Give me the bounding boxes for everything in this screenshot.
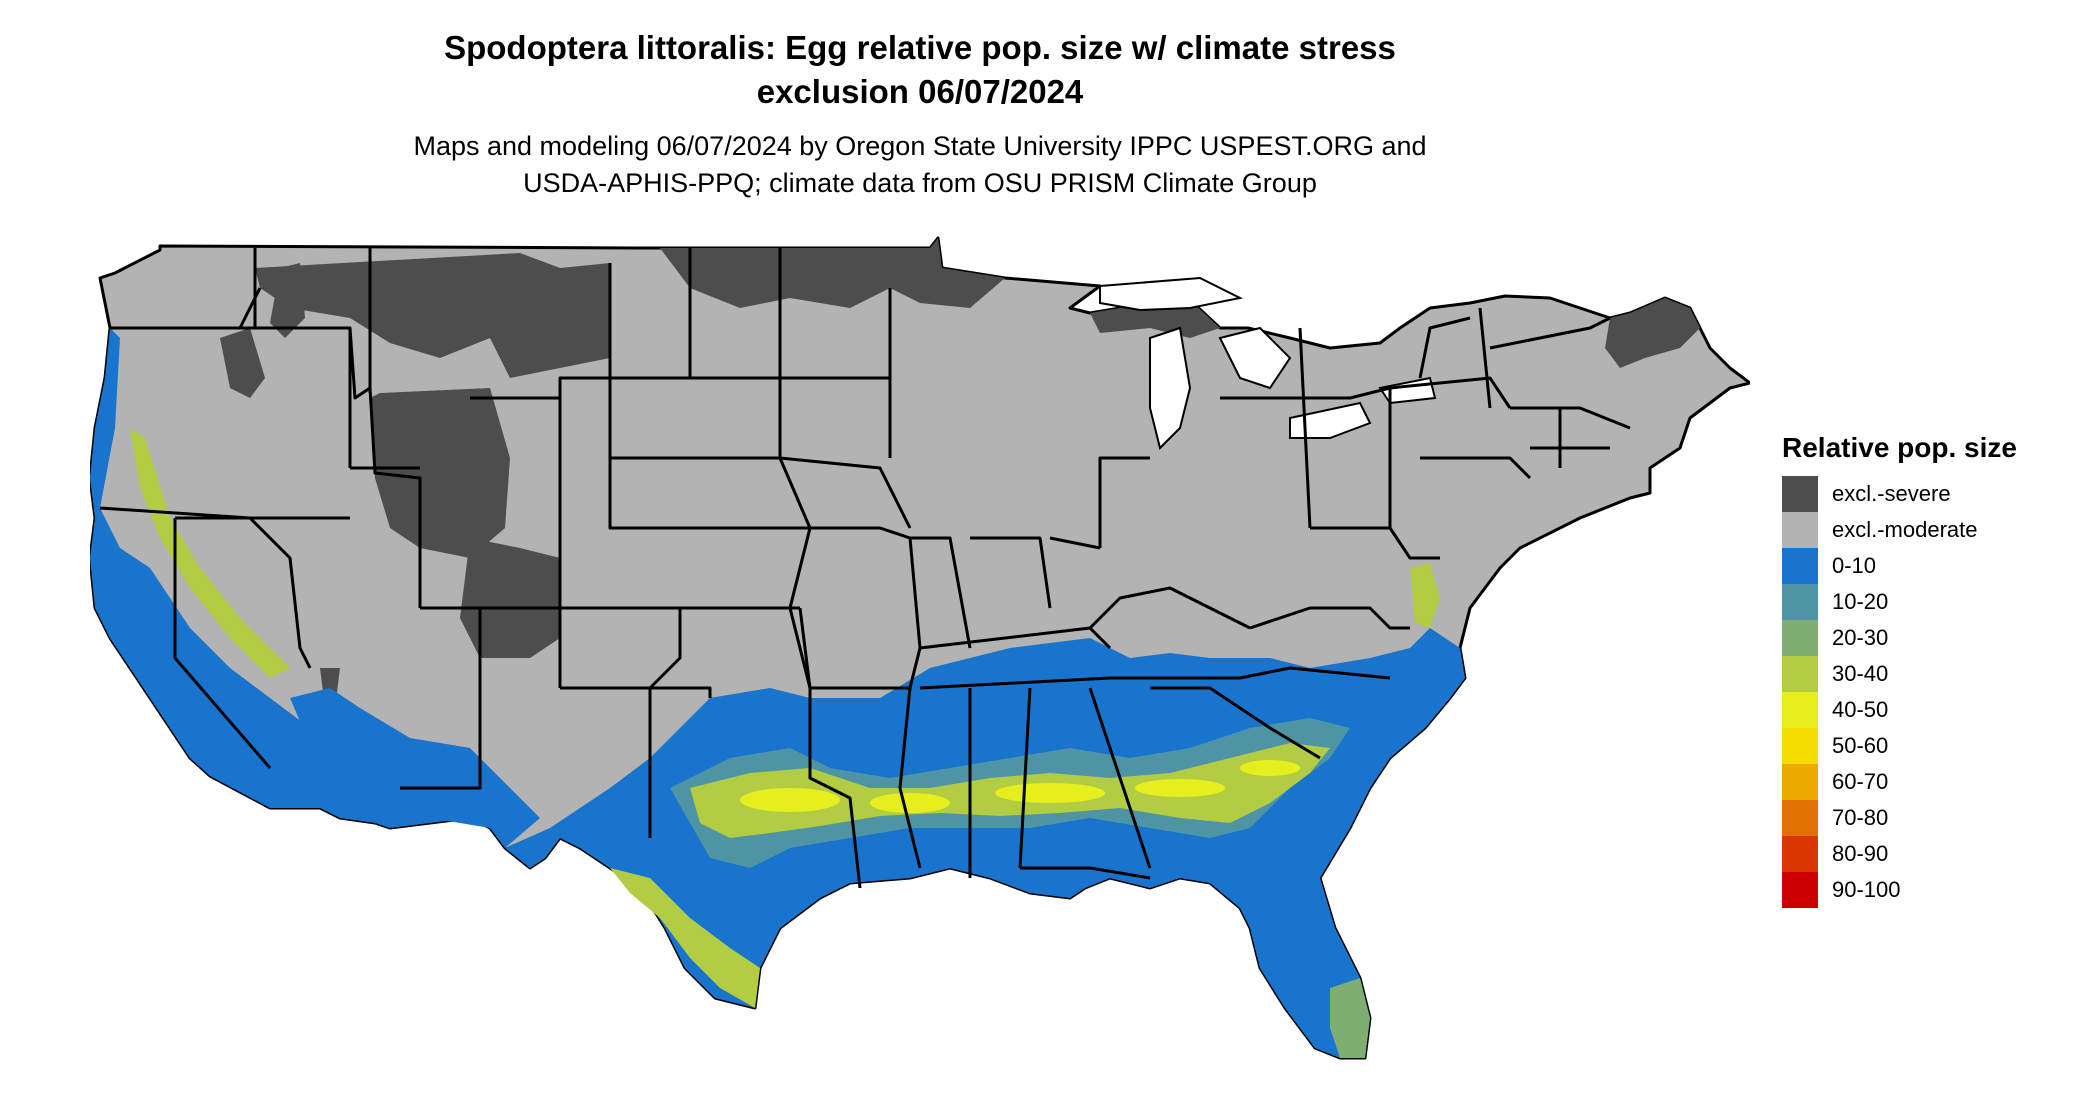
legend-label: excl.-moderate: [1832, 517, 1978, 542]
legend-swatch: [1782, 800, 1818, 836]
legend: Relative pop. size excl.-severe excl.-mod…: [1782, 432, 2017, 908]
region-southwest-0-10: [290, 688, 540, 848]
legend-label: 50-60: [1832, 733, 1889, 758]
region-gulf-30-40: [610, 868, 760, 1008]
subtitle-line-1: Maps and modeling 06/07/2024 by Oregon S…: [413, 131, 1427, 161]
map-title: Spodoptera littoralis: Egg relative pop.…: [0, 26, 1840, 114]
region-delmarva-30-40: [1410, 563, 1440, 628]
title-line-2: exclusion 06/07/2024: [756, 73, 1084, 110]
legend-swatch: [1782, 872, 1818, 908]
subtitle-line-2: USDA-APHIS-PPQ; climate data from OSU PR…: [523, 168, 1317, 198]
region-florida-20-30: [1330, 978, 1370, 1058]
legend-label: 80-90: [1832, 841, 1889, 866]
title-line-1: Spodoptera littoralis: Egg relative pop.…: [444, 29, 1396, 66]
legend-item: 20-30: [1782, 620, 2017, 656]
legend-item: 50-60: [1782, 728, 2017, 764]
legend-swatch: [1782, 764, 1818, 800]
legend-swatch: [1782, 692, 1818, 728]
legend-item: 10-20: [1782, 584, 2017, 620]
region-california-30-40: [130, 428, 290, 678]
legend-label: 30-40: [1832, 661, 1889, 686]
severe-exclusion-regions: [220, 238, 1700, 708]
legend-swatch: [1782, 512, 1818, 548]
legend-label: 10-20: [1832, 589, 1889, 614]
legend-label: 20-30: [1832, 625, 1889, 650]
legend-item: 30-40: [1782, 656, 2017, 692]
legend-label: 40-50: [1832, 697, 1889, 722]
us-map: [90, 236, 1750, 1060]
legend-item: 60-70: [1782, 764, 2017, 800]
state-borders: [99, 248, 1631, 889]
legend-items: excl.-severe excl.-moderate 0-10 10-20 20-30…: [1782, 476, 2017, 908]
legend-item: 80-90: [1782, 836, 2017, 872]
legend-swatch: [1782, 836, 1818, 872]
legend-swatch: [1782, 584, 1818, 620]
legend-swatch: [1782, 548, 1818, 584]
legend-swatch: [1782, 656, 1818, 692]
legend-label: 70-80: [1832, 805, 1889, 830]
legend-label: 90-100: [1832, 877, 1901, 902]
legend-label: 60-70: [1832, 769, 1889, 794]
great-lakes: [1099, 276, 1437, 450]
map-subtitle: Maps and modeling 06/07/2024 by Oregon S…: [0, 128, 1840, 202]
region-west-0-10: [90, 328, 490, 828]
legend-item: 0-10: [1782, 548, 2017, 584]
legend-title: Relative pop. size: [1782, 432, 2017, 463]
legend-item: 70-80: [1782, 800, 2017, 836]
legend-item: excl.-moderate: [1782, 512, 2017, 548]
legend-label: 0-10: [1832, 553, 1877, 578]
legend-swatch: [1782, 620, 1818, 656]
legend-item: excl.-severe: [1782, 476, 2017, 512]
legend-swatch: [1782, 476, 1818, 512]
legend-label: excl.-severe: [1832, 481, 1951, 506]
legend-item: 90-100: [1782, 872, 2017, 908]
legend-swatch: [1782, 728, 1818, 764]
region-0-10: [505, 628, 1465, 1058]
legend-item: 40-50: [1782, 692, 2017, 728]
